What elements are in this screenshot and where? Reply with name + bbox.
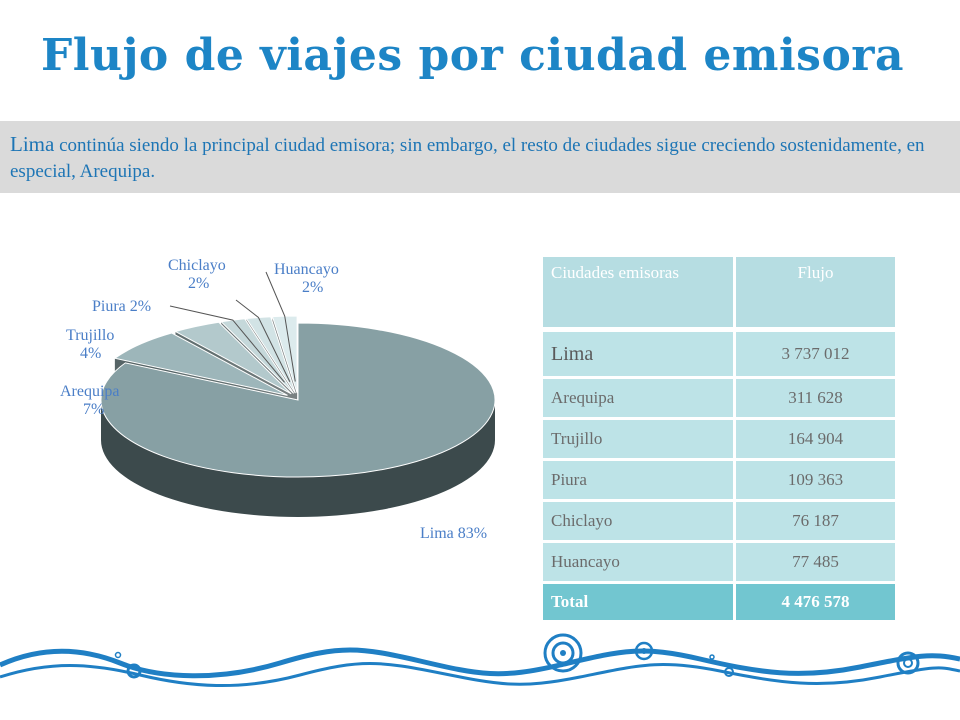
swirl-icon [560, 650, 566, 656]
pie-slice-trujillo [174, 321, 292, 395]
table-row: Piura 109 363 [540, 458, 898, 502]
table-row: Trujillo 164 904 [540, 417, 898, 461]
table-row: Arequipa 311 628 [540, 376, 898, 420]
flow-table: Ciudades emisoras Flujo Lima 3 737 012 A… [540, 254, 898, 623]
swirl-icon [634, 641, 654, 661]
banner-text: continúa siendo la principal ciudad emis… [10, 135, 925, 182]
pie-data-label: Piura 2% [92, 298, 151, 315]
pie-data-label: Chiclayo 2% [168, 257, 226, 292]
header-cities: Ciudades emisoras [540, 254, 736, 331]
table-total-row: Total 4 476 578 [540, 581, 898, 623]
pie-leader-line [265, 271, 296, 382]
slide-title: Flujo de viajes por ciudad emisora [41, 30, 904, 81]
swirl-icon [551, 641, 575, 665]
table-row: Huancayo 77 485 [540, 540, 898, 584]
cell-flow: 109 363 [733, 458, 898, 502]
pie-slice-arequipa [113, 332, 288, 396]
pie-leader-line [235, 299, 291, 382]
bubble-icon [709, 654, 715, 660]
pie-data-label: Huancayo 2% [274, 261, 339, 296]
pie-data-label: Arequipa 7% [60, 383, 120, 418]
pie-data-label: Lima 83% [420, 525, 487, 542]
pie-leader-lines [169, 271, 296, 383]
pie-data-label: Trujillo 4% [66, 327, 114, 362]
pie-tops [100, 315, 496, 478]
cell-flow: 311 628 [733, 376, 898, 420]
table-row: Chiclayo 76 187 [540, 499, 898, 543]
cell-city: Trujillo [540, 417, 736, 461]
cell-total-value: 4 476 578 [733, 581, 898, 623]
bubble-icon [114, 651, 122, 659]
swirl-icon [903, 658, 913, 668]
cell-city: Chiclayo [540, 499, 736, 543]
cell-flow: 3 737 012 [733, 327, 898, 379]
swirl-icon [543, 633, 583, 673]
pie-slice-side [101, 400, 495, 517]
cell-city: Lima [540, 327, 736, 379]
cell-city: Arequipa [540, 376, 736, 420]
banner-strong-text: Lima [10, 132, 55, 156]
wave-line [0, 647, 960, 679]
pie-slice-lima [100, 322, 496, 478]
pie-leader-line [169, 305, 285, 383]
cell-flow: 164 904 [733, 417, 898, 461]
bubble-icon [724, 667, 734, 677]
cell-city: Piura [540, 458, 736, 502]
header-flow: Flujo [733, 254, 898, 331]
wave-line [0, 662, 960, 688]
cell-flow: 77 485 [733, 540, 898, 584]
bubble-icon [126, 663, 142, 679]
table-header-row: Ciudades emisoras Flujo [540, 254, 898, 331]
cell-city: Huancayo [540, 540, 736, 584]
pie-chart: Lima 83% Arequipa 7% Trujillo 4% Piura 2% Chic… [60, 257, 496, 542]
table-row: Lima 3 737 012 [540, 327, 898, 379]
swirl-icon [896, 651, 920, 675]
decorative-wave [0, 633, 960, 688]
summary-banner: Lima continúa siendo la principal ciudad… [0, 121, 960, 193]
pie-labels: Lima 83% Arequipa 7% Trujillo 4% Piura 2% Chic… [60, 257, 487, 542]
swirl-icon [641, 648, 647, 654]
cell-flow: 76 187 [733, 499, 898, 543]
cell-total-label: Total [540, 581, 736, 623]
